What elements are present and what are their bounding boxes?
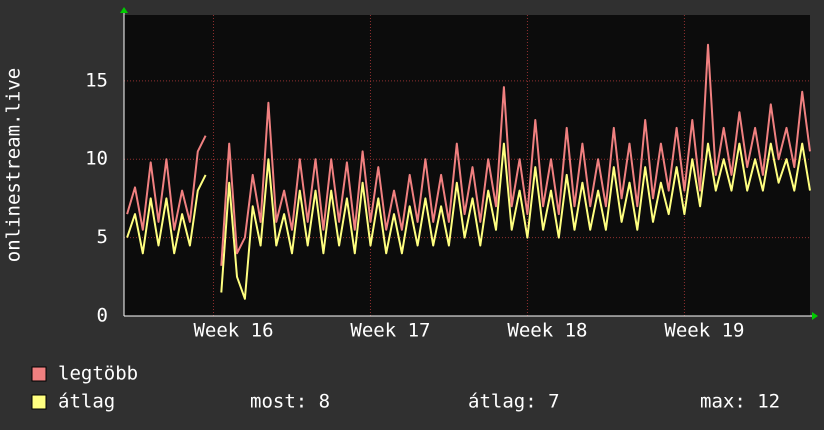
x-tick-label: Week 18 xyxy=(507,320,587,342)
stat: átlag: 7 xyxy=(468,391,560,413)
y-arrow xyxy=(120,7,128,13)
y-tick-label: 15 xyxy=(85,69,108,91)
legend-label: átlag xyxy=(58,391,115,413)
stat: most: 8 xyxy=(250,391,330,413)
y-tick-label: 5 xyxy=(97,226,108,248)
lines xyxy=(126,43,811,300)
legend-label: legtöbb xyxy=(58,363,138,385)
x-tick-label: Week 17 xyxy=(350,320,430,342)
series-line xyxy=(126,142,811,300)
y-tick-label: 0 xyxy=(97,305,108,327)
plot-area xyxy=(124,15,810,316)
stat: max: 12 xyxy=(700,391,780,413)
legend-swatch xyxy=(31,366,47,382)
y-axis-label: onlinestream.live xyxy=(3,68,25,262)
x-tick-label: Week 19 xyxy=(664,320,744,342)
y-tick-label: 10 xyxy=(85,148,108,170)
x-tick-label: Week 16 xyxy=(193,320,273,342)
x-arrow xyxy=(812,312,818,320)
legend-swatch xyxy=(31,394,47,410)
legend: legtöbb átlag most: 8 átlag: 7 max: 12 xyxy=(31,363,780,413)
series-line xyxy=(126,43,811,266)
